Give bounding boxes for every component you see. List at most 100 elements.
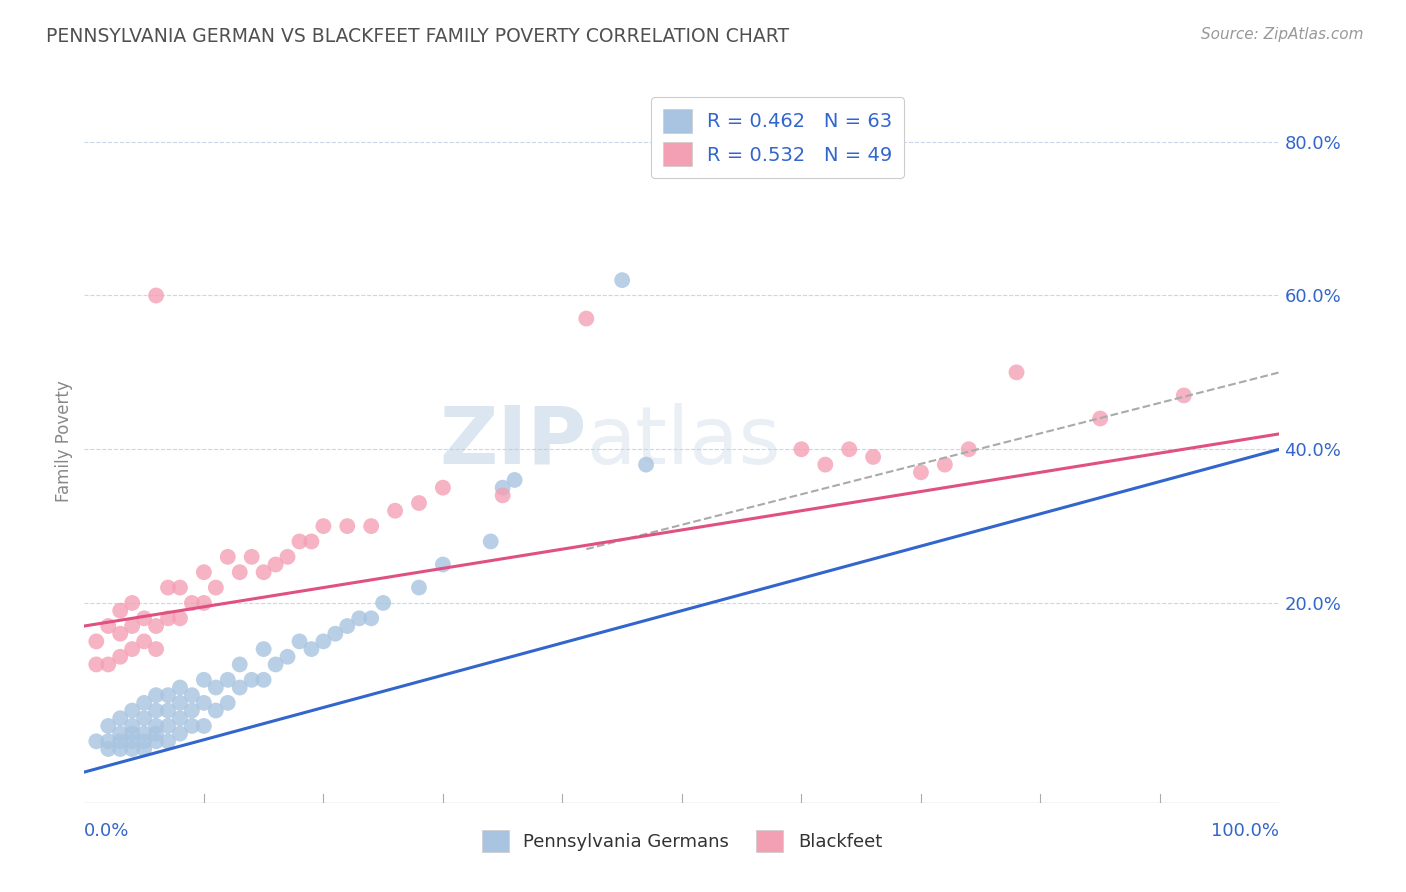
Point: [360, 611, 382, 625]
Point: [181, 596, 204, 610]
Text: atlas: atlas: [586, 402, 780, 481]
Point: [110, 604, 132, 618]
Point: [97, 719, 120, 733]
Point: [910, 465, 932, 479]
Point: [492, 488, 515, 502]
Point: [790, 442, 813, 457]
Point: [432, 558, 454, 572]
Point: [145, 642, 167, 657]
Text: ZIP: ZIP: [439, 402, 586, 481]
Point: [301, 534, 323, 549]
Point: [110, 711, 132, 725]
Point: [373, 596, 395, 610]
Point: [110, 626, 132, 640]
Point: [86, 734, 108, 748]
Point: [492, 481, 515, 495]
Text: 0.0%: 0.0%: [84, 822, 129, 840]
Point: [229, 681, 252, 695]
Point: [132, 734, 156, 748]
Point: [110, 649, 132, 664]
Point: [1005, 365, 1028, 379]
Point: [132, 726, 156, 740]
Point: [121, 734, 143, 748]
Point: [181, 688, 204, 702]
Point: [145, 619, 167, 633]
Point: [169, 696, 191, 710]
Point: [612, 273, 634, 287]
Point: [408, 581, 430, 595]
Text: PENNSYLVANIA GERMAN VS BLACKFEET FAMILY POVERTY CORRELATION CHART: PENNSYLVANIA GERMAN VS BLACKFEET FAMILY …: [46, 27, 790, 45]
Point: [86, 657, 108, 672]
Point: [503, 473, 526, 487]
Point: [169, 681, 191, 695]
Point: [97, 742, 120, 756]
Point: [145, 734, 167, 748]
Point: [229, 565, 252, 579]
Point: [325, 626, 347, 640]
Point: [217, 696, 239, 710]
Point: [205, 581, 228, 595]
Point: [110, 734, 132, 748]
Point: [145, 704, 167, 718]
Point: [288, 634, 311, 648]
Point: [408, 496, 430, 510]
Point: [349, 611, 371, 625]
Point: [181, 704, 204, 718]
Point: [253, 565, 276, 579]
Point: [132, 696, 156, 710]
Point: [934, 458, 956, 472]
Point: [86, 634, 108, 648]
Point: [957, 442, 980, 457]
Point: [862, 450, 884, 464]
Point: [575, 311, 598, 326]
Point: [312, 519, 335, 533]
Point: [193, 596, 215, 610]
Point: [205, 704, 228, 718]
Point: [157, 581, 180, 595]
Point: [157, 704, 180, 718]
Point: [1173, 388, 1195, 402]
Point: [157, 611, 180, 625]
Point: [121, 742, 143, 756]
Point: [277, 649, 299, 664]
Point: [145, 688, 167, 702]
Point: [145, 719, 167, 733]
Text: Source: ZipAtlas.com: Source: ZipAtlas.com: [1201, 27, 1364, 42]
Point: [157, 734, 180, 748]
Point: [145, 288, 167, 302]
Legend: Pennsylvania Germans, Blackfeet: Pennsylvania Germans, Blackfeet: [475, 822, 889, 859]
Point: [132, 711, 156, 725]
Point: [288, 534, 311, 549]
Point: [121, 719, 143, 733]
Point: [169, 611, 191, 625]
Point: [157, 688, 180, 702]
Point: [121, 596, 143, 610]
Point: [217, 673, 239, 687]
Y-axis label: Family Poverty: Family Poverty: [55, 381, 73, 502]
Point: [193, 565, 215, 579]
Point: [169, 711, 191, 725]
Point: [336, 619, 359, 633]
Point: [229, 657, 252, 672]
Point: [193, 719, 215, 733]
Point: [205, 681, 228, 695]
Point: [169, 581, 191, 595]
Point: [193, 696, 215, 710]
Point: [132, 611, 156, 625]
Point: [110, 726, 132, 740]
Point: [240, 549, 263, 564]
Point: [157, 719, 180, 733]
Point: [277, 549, 299, 564]
Point: [121, 704, 143, 718]
Point: [253, 642, 276, 657]
Point: [121, 619, 143, 633]
Point: [121, 726, 143, 740]
Point: [110, 742, 132, 756]
Point: [97, 619, 120, 633]
Point: [240, 673, 263, 687]
Point: [301, 642, 323, 657]
Point: [384, 504, 406, 518]
Point: [217, 549, 239, 564]
Point: [132, 742, 156, 756]
Point: [253, 673, 276, 687]
